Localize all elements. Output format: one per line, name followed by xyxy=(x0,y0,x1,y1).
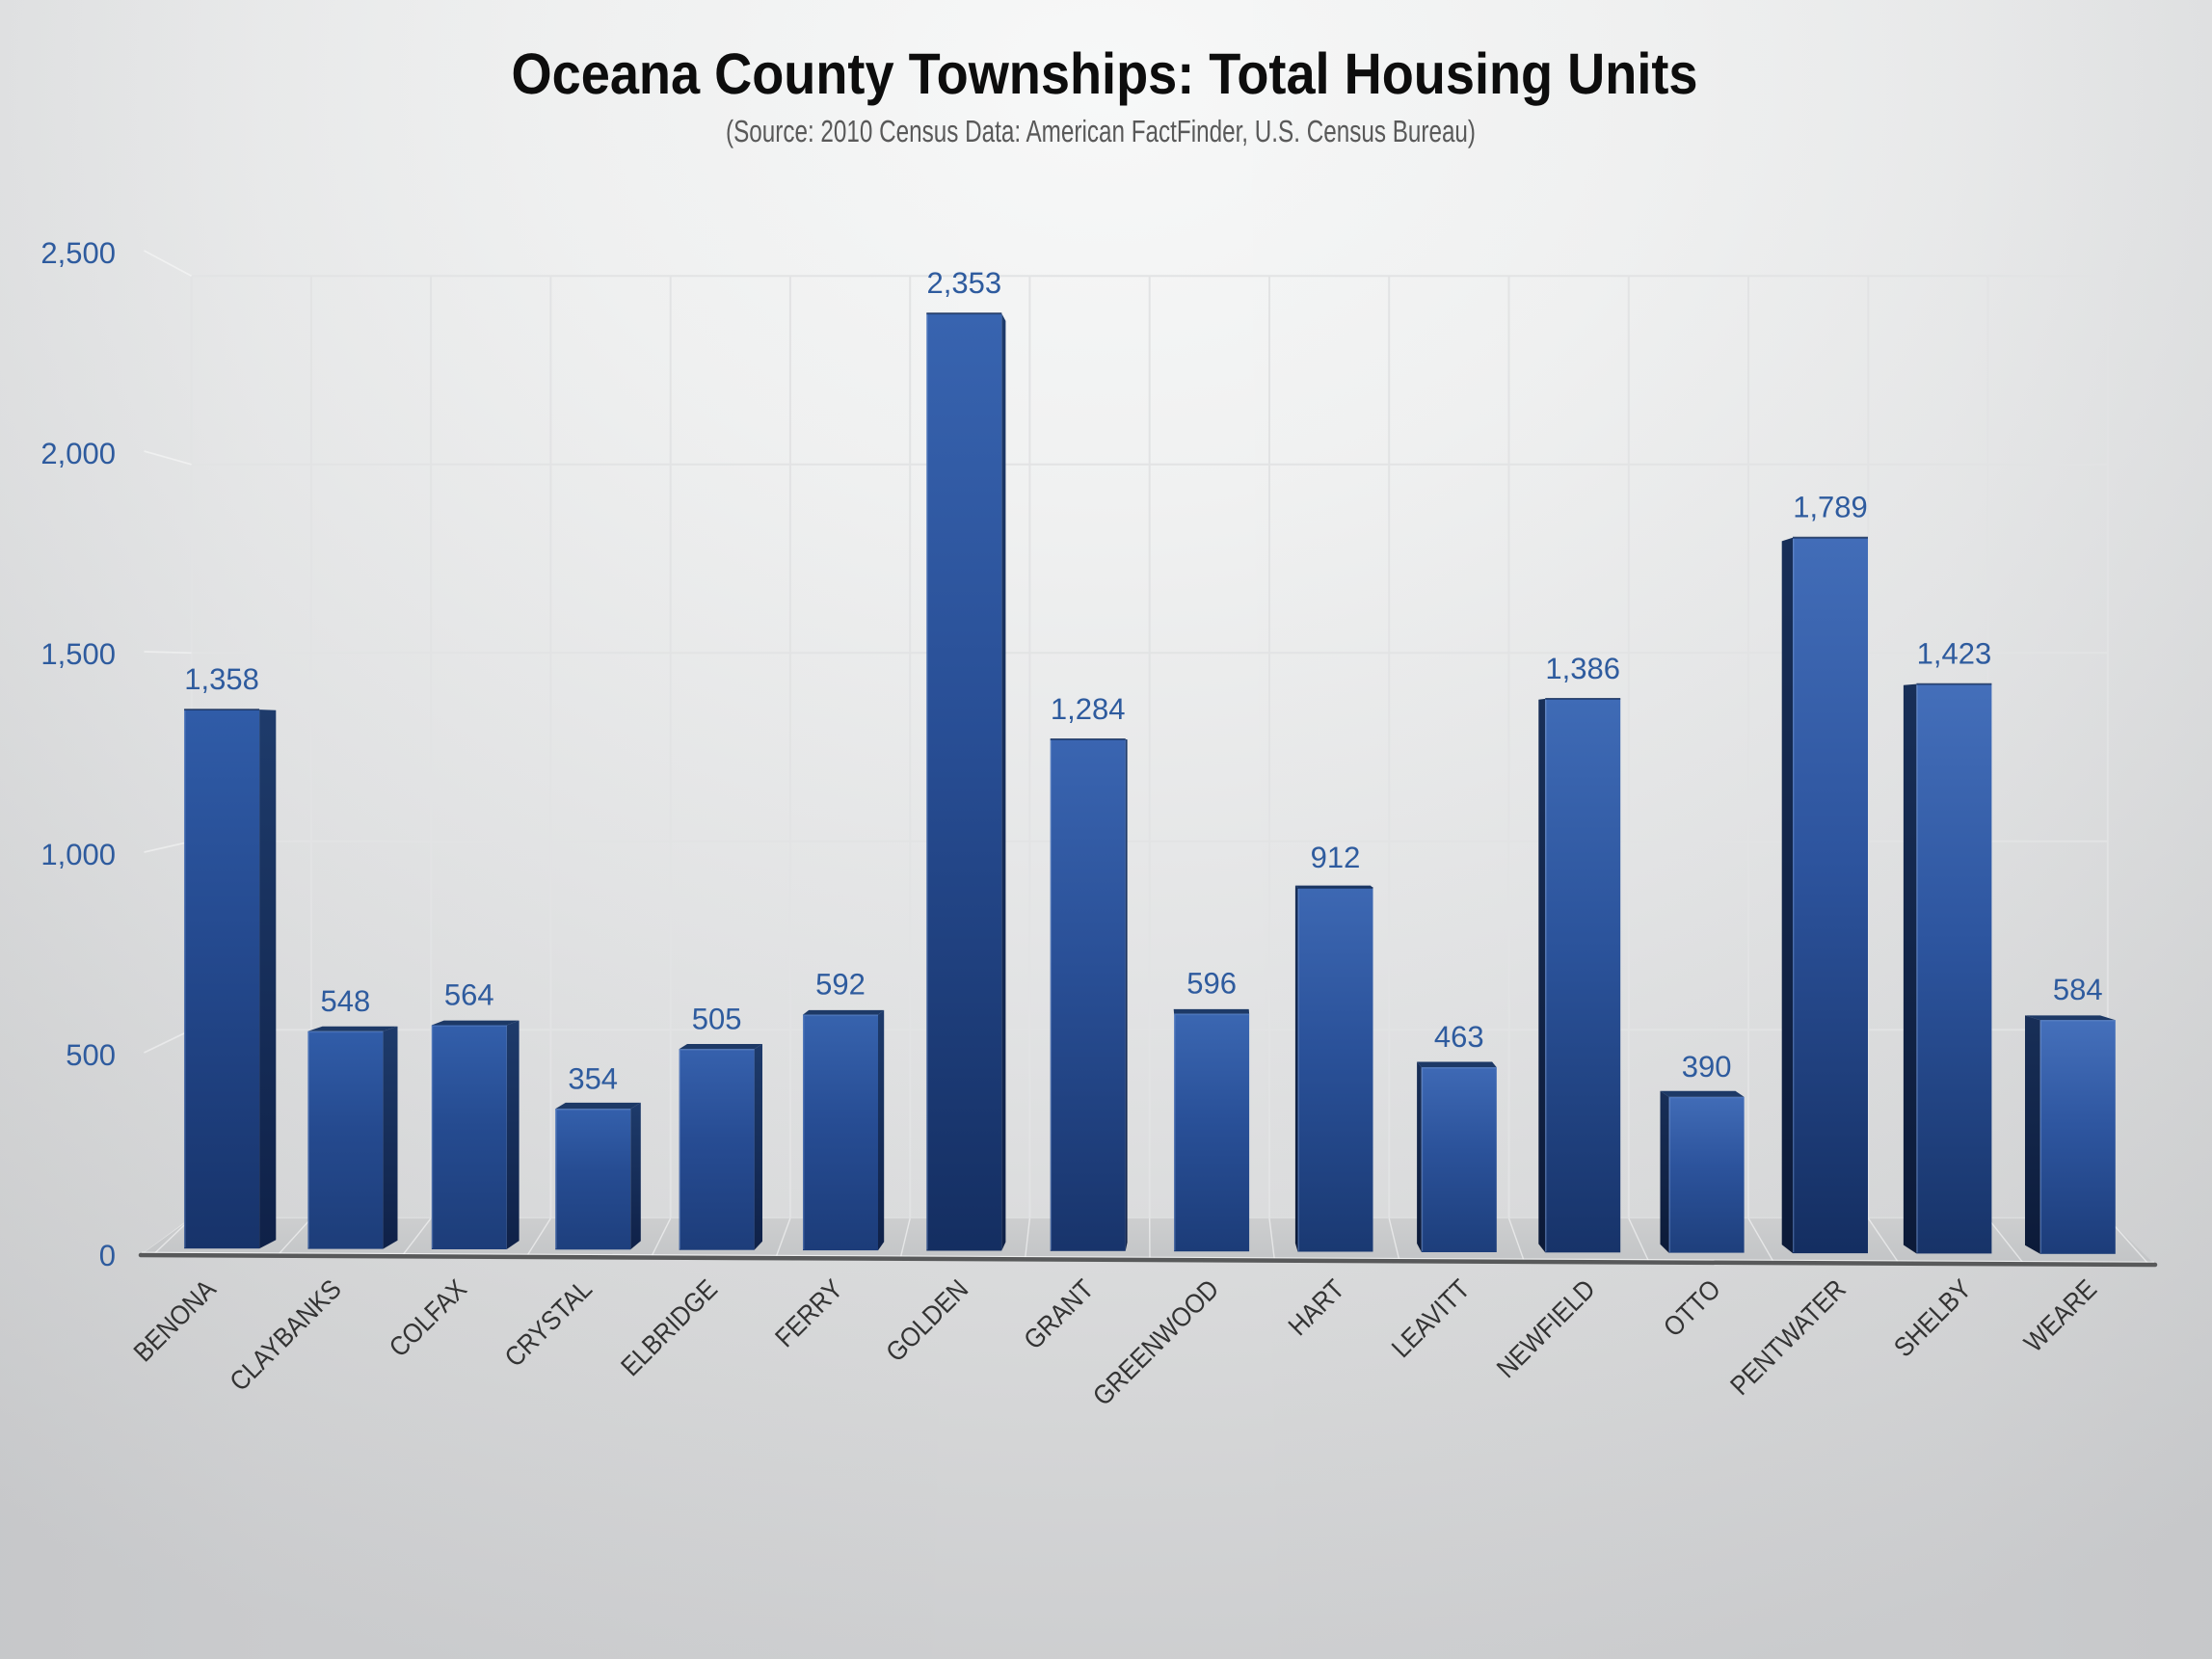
svg-text:592: 592 xyxy=(815,968,866,1002)
svg-text:1,789: 1,789 xyxy=(1793,491,1868,524)
svg-text:1,423: 1,423 xyxy=(1917,637,1992,671)
svg-text:0: 0 xyxy=(99,1239,116,1272)
svg-text:505: 505 xyxy=(692,1002,742,1035)
svg-text:1,000: 1,000 xyxy=(40,838,116,871)
svg-text:912: 912 xyxy=(1311,841,1361,874)
svg-text:2,500: 2,500 xyxy=(40,236,116,270)
svg-text:500: 500 xyxy=(66,1038,116,1072)
svg-text:564: 564 xyxy=(444,978,494,1012)
svg-text:1,358: 1,358 xyxy=(184,662,259,696)
svg-text:584: 584 xyxy=(2053,973,2103,1006)
svg-text:548: 548 xyxy=(321,984,371,1018)
svg-text:Oceana County Townships: Total: Oceana County Townships: Total Housing U… xyxy=(512,41,1698,106)
svg-text:1,386: 1,386 xyxy=(1545,652,1620,685)
svg-text:2,000: 2,000 xyxy=(40,437,116,470)
svg-text:390: 390 xyxy=(1682,1050,1732,1084)
svg-text:354: 354 xyxy=(568,1061,618,1095)
svg-text:1,284: 1,284 xyxy=(1051,692,1126,726)
svg-text:596: 596 xyxy=(1186,967,1237,1001)
svg-text:1,500: 1,500 xyxy=(40,637,116,671)
svg-text:463: 463 xyxy=(1434,1020,1484,1054)
svg-text:(Source: 2010 Census Data: Ame: (Source: 2010 Census Data: American Fact… xyxy=(726,114,1476,148)
svg-text:2,353: 2,353 xyxy=(927,266,1002,300)
